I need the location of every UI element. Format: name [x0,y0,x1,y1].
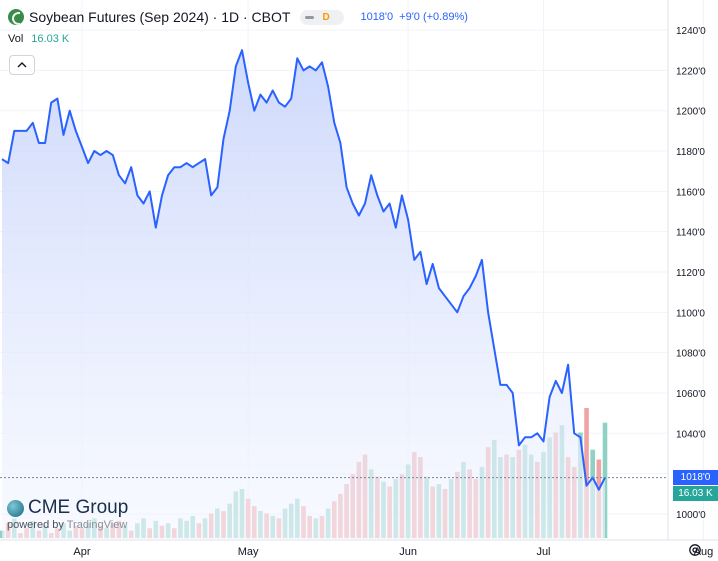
y-tick-label: 1180'0 [676,147,705,158]
x-tick-label: Aug [694,546,714,558]
powered-by-tradingview[interactable]: powered by TradingView [7,519,127,531]
x-tick-label: Jun [399,546,417,558]
chevron-up-icon [17,62,27,68]
volume-bar [584,408,589,538]
y-tick-label: 1160'0 [676,187,705,198]
price-change: +9'0 (+0.89%) [399,11,468,23]
interval-label: D [322,11,330,23]
volume-legend: Vol 16.03 K [8,33,69,45]
price-axis[interactable]: 1240'0 1220'0 1200'0 1180'0 1160'0 1140'0 1120… [676,26,706,521]
x-tick-label: Apr [73,546,90,558]
y-tick-label: 1240'0 [676,26,706,37]
price-area-fill [2,50,605,540]
last-price-tag: 1018'0 [673,470,718,485]
interval-badge[interactable]: D [300,9,345,25]
y-tick-label: 1140'0 [676,228,705,239]
tradingview-text: TradingView [66,519,128,531]
y-tick-label: 1060'0 [676,389,706,400]
cme-logo-text: CME Group [28,497,129,518]
volume-label[interactable]: Vol [8,33,24,45]
last-price: 1018'0 [360,11,394,23]
y-tick-label: 1000'0 [676,510,706,521]
x-tick-label: Jul [536,546,550,558]
symbol-title[interactable]: Soybean Futures (Sep 2024) · 1D · CBOT [29,9,291,25]
gear-icon[interactable] [688,543,702,557]
cme-group-logo[interactable]: CME Group [7,497,128,519]
chart-header: Soybean Futures (Sep 2024) · 1D · CBOT D… [8,6,468,28]
collapse-legend-button[interactable] [9,55,35,75]
y-tick-label: 1220'0 [676,66,706,77]
y-tick-label: 1100'0 [676,308,705,319]
minus-icon [305,15,315,19]
x-tick-label: May [238,546,259,558]
time-axis[interactable]: Apr May Jun Jul Aug [73,546,713,558]
volume-tag: 16.03 K [673,486,718,501]
y-tick-label: 1080'0 [676,349,706,360]
soybean-logo-icon [8,9,24,25]
y-tick-label: 1120'0 [676,268,705,279]
price-line [1,49,606,491]
globe-icon [7,499,24,517]
powered-by-text: powered by [7,519,64,531]
y-tick-label: 1200'0 [676,107,706,118]
volume-value: 16.03 K [31,33,70,45]
y-tick-label: 1040'0 [676,429,706,440]
